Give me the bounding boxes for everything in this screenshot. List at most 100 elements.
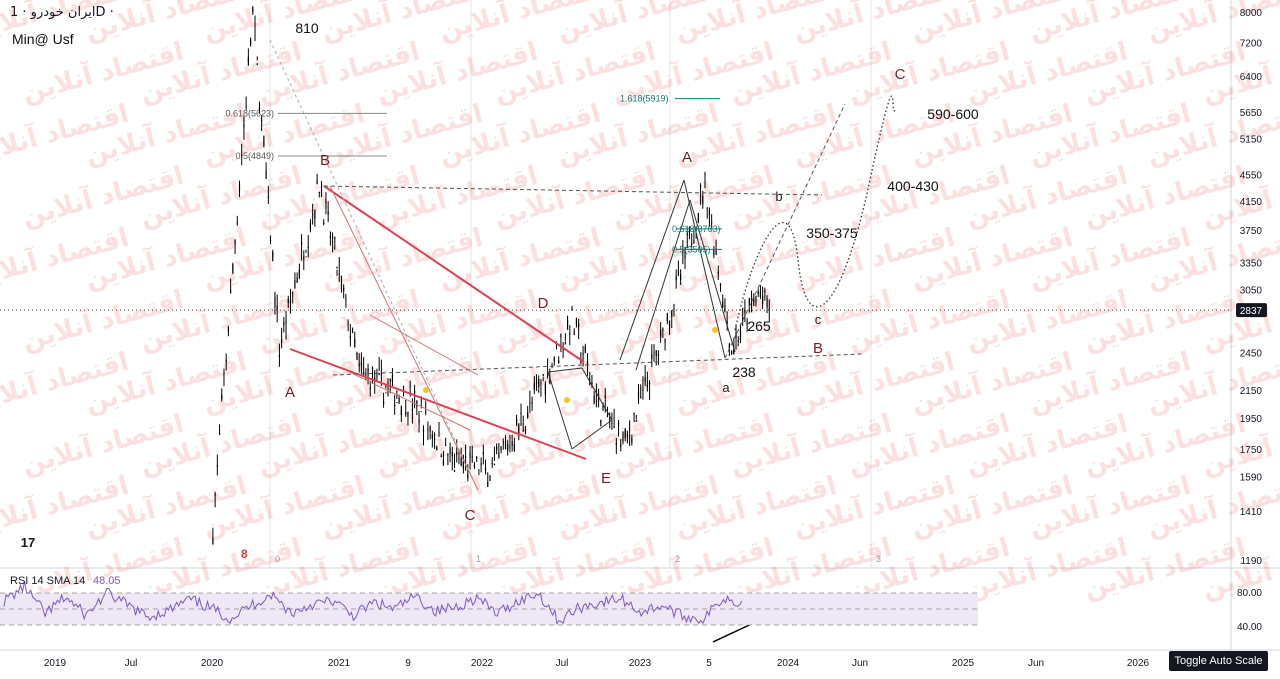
author-label: Min@ Usf — [12, 31, 74, 47]
candle-body — [493, 463, 496, 466]
candle-body — [746, 321, 748, 325]
candle-body — [281, 338, 283, 342]
candle-body — [460, 458, 462, 467]
time-tick-label: 2025 — [952, 658, 975, 669]
time-tick-label: 2024 — [777, 658, 800, 669]
grid-marker-label: 3 — [876, 554, 881, 564]
candle-body — [527, 412, 529, 419]
candle-body — [227, 326, 230, 332]
candle-body — [706, 207, 708, 209]
candle-body — [422, 429, 425, 433]
candle-body — [416, 400, 418, 407]
candle-body — [569, 333, 571, 335]
price-annotation: 238 — [732, 364, 756, 380]
candle-body — [575, 318, 578, 325]
candle-body — [502, 441, 504, 443]
candle-body — [613, 425, 615, 429]
candle-body — [438, 432, 440, 434]
candle-body — [252, 7, 254, 13]
candle-body — [294, 280, 296, 289]
candle-body — [473, 464, 476, 468]
toggle-auto-scale-button[interactable]: Toggle Auto Scale — [1169, 651, 1268, 671]
price-tick-label: 1950 — [1240, 414, 1263, 425]
candle-body — [440, 456, 442, 458]
price-annotation: 400-430 — [887, 178, 939, 194]
wave-label: b — [775, 189, 782, 204]
candle-body — [697, 212, 699, 223]
candle-body — [553, 356, 555, 361]
candle-body — [733, 347, 735, 355]
candle-body — [547, 361, 549, 363]
candle-body — [230, 290, 232, 294]
channel-line-2 — [344, 369, 471, 431]
candle-body — [436, 446, 438, 451]
candle-body — [214, 493, 216, 496]
time-tick-label: 2023 — [629, 658, 652, 669]
candle-body — [602, 403, 604, 411]
wave-label: B — [813, 340, 823, 357]
time-tick-label: 2026 — [1127, 658, 1150, 669]
drop-line-b — [683, 179, 726, 359]
candle-body — [699, 185, 702, 187]
candle-body — [298, 269, 300, 278]
candle-body — [265, 170, 267, 179]
candle-body — [498, 452, 500, 459]
candle-body — [671, 310, 673, 317]
wave-marker-dot — [423, 387, 429, 393]
candle-body — [540, 382, 542, 384]
time-tick-label: 2019 — [44, 658, 67, 669]
candle-body — [693, 239, 695, 244]
candle-body — [582, 353, 584, 355]
candle-body — [726, 321, 728, 325]
candle-body — [254, 23, 256, 25]
candle-body — [312, 214, 314, 216]
candle-body — [356, 352, 358, 361]
candle-body — [345, 298, 347, 300]
candle-body — [673, 305, 675, 307]
candle-body — [507, 443, 509, 450]
price-tick-label: 3350 — [1240, 258, 1263, 269]
candle-body — [600, 419, 602, 427]
candle-body — [768, 308, 770, 310]
candle-body — [420, 411, 422, 413]
candle-body — [744, 309, 746, 313]
candle-body — [480, 463, 482, 466]
candle-body — [376, 375, 378, 377]
candle-body — [496, 446, 498, 450]
candle-body — [407, 411, 409, 418]
wedge-upper-line — [323, 185, 585, 363]
candle-body — [511, 441, 513, 447]
candle-body — [433, 439, 436, 441]
price-tick-label: 1750 — [1240, 445, 1263, 456]
candle-body — [258, 107, 261, 111]
time-tick-label: Jun — [852, 658, 868, 669]
candle-body — [549, 376, 551, 384]
candle-body — [223, 373, 225, 375]
candle-body — [646, 384, 648, 387]
candle-body — [515, 419, 518, 426]
candle-body — [757, 291, 759, 294]
drop-line-a — [689, 199, 736, 353]
grid-marker-label: 1 — [476, 554, 481, 564]
candle-body — [389, 378, 391, 381]
candle-body — [542, 373, 544, 377]
candle-body — [737, 340, 739, 342]
wave-label: a — [722, 380, 730, 395]
candle-body — [759, 291, 762, 297]
candle-body — [529, 402, 531, 404]
candle-body — [591, 382, 593, 387]
candle-body — [478, 473, 480, 475]
wave-label: E — [601, 470, 611, 487]
time-tick-label: Jul — [556, 658, 569, 669]
candle-body — [418, 419, 420, 424]
rise-channel-b — [635, 199, 691, 371]
last-price-label: 2837 — [1240, 306, 1263, 317]
candle-body — [731, 350, 733, 355]
candle-body — [261, 119, 263, 122]
candle-body — [238, 183, 241, 192]
candle-body — [620, 444, 622, 447]
neckline-upper — [323, 185, 823, 196]
rise-channel-a — [619, 179, 685, 361]
candle-body — [431, 434, 433, 439]
